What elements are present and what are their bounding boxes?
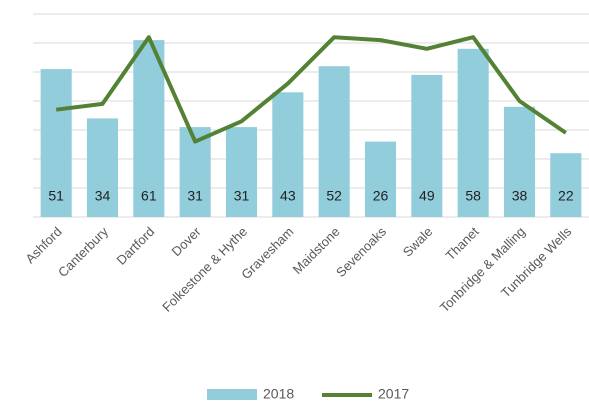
x-tick-label: Canterbury — [55, 224, 111, 280]
legend-label: 2017 — [378, 386, 409, 402]
bar — [457, 48, 489, 217]
x-tick-label: Dartford — [114, 224, 158, 268]
bar — [550, 153, 582, 217]
data-label: 34 — [95, 188, 111, 204]
bar — [503, 106, 536, 217]
legend-swatch — [207, 389, 257, 400]
x-tick-label: Thanet — [442, 224, 481, 263]
data-label: 43 — [280, 188, 296, 204]
data-label: 26 — [373, 188, 389, 204]
line — [55, 35, 567, 144]
bar — [364, 141, 397, 217]
x-tick-label: Folkestone & Hythe — [159, 224, 250, 315]
bar — [272, 92, 304, 217]
bar — [411, 74, 443, 218]
data-label: 51 — [48, 188, 64, 204]
bar — [225, 127, 258, 217]
legend-label: 2018 — [263, 386, 294, 402]
data-label: 49 — [419, 188, 435, 204]
bar — [86, 118, 119, 217]
x-tick-label: Ashford — [22, 224, 64, 266]
data-label: 38 — [512, 188, 528, 204]
bar — [40, 69, 72, 217]
data-label: 61 — [141, 188, 157, 204]
data-label: 58 — [465, 188, 481, 204]
data-label: 31 — [187, 188, 203, 204]
x-tick-label: Dover — [169, 223, 205, 259]
x-tick-label: Sevenoaks — [333, 224, 389, 280]
data-label: 31 — [234, 188, 250, 204]
bar — [318, 66, 350, 217]
data-label: 22 — [558, 188, 574, 204]
data-label: 52 — [326, 188, 342, 204]
x-tick-label: Tonbridge & Malling — [437, 224, 528, 315]
bar — [133, 40, 165, 217]
x-tick-label: Swale — [400, 224, 436, 260]
